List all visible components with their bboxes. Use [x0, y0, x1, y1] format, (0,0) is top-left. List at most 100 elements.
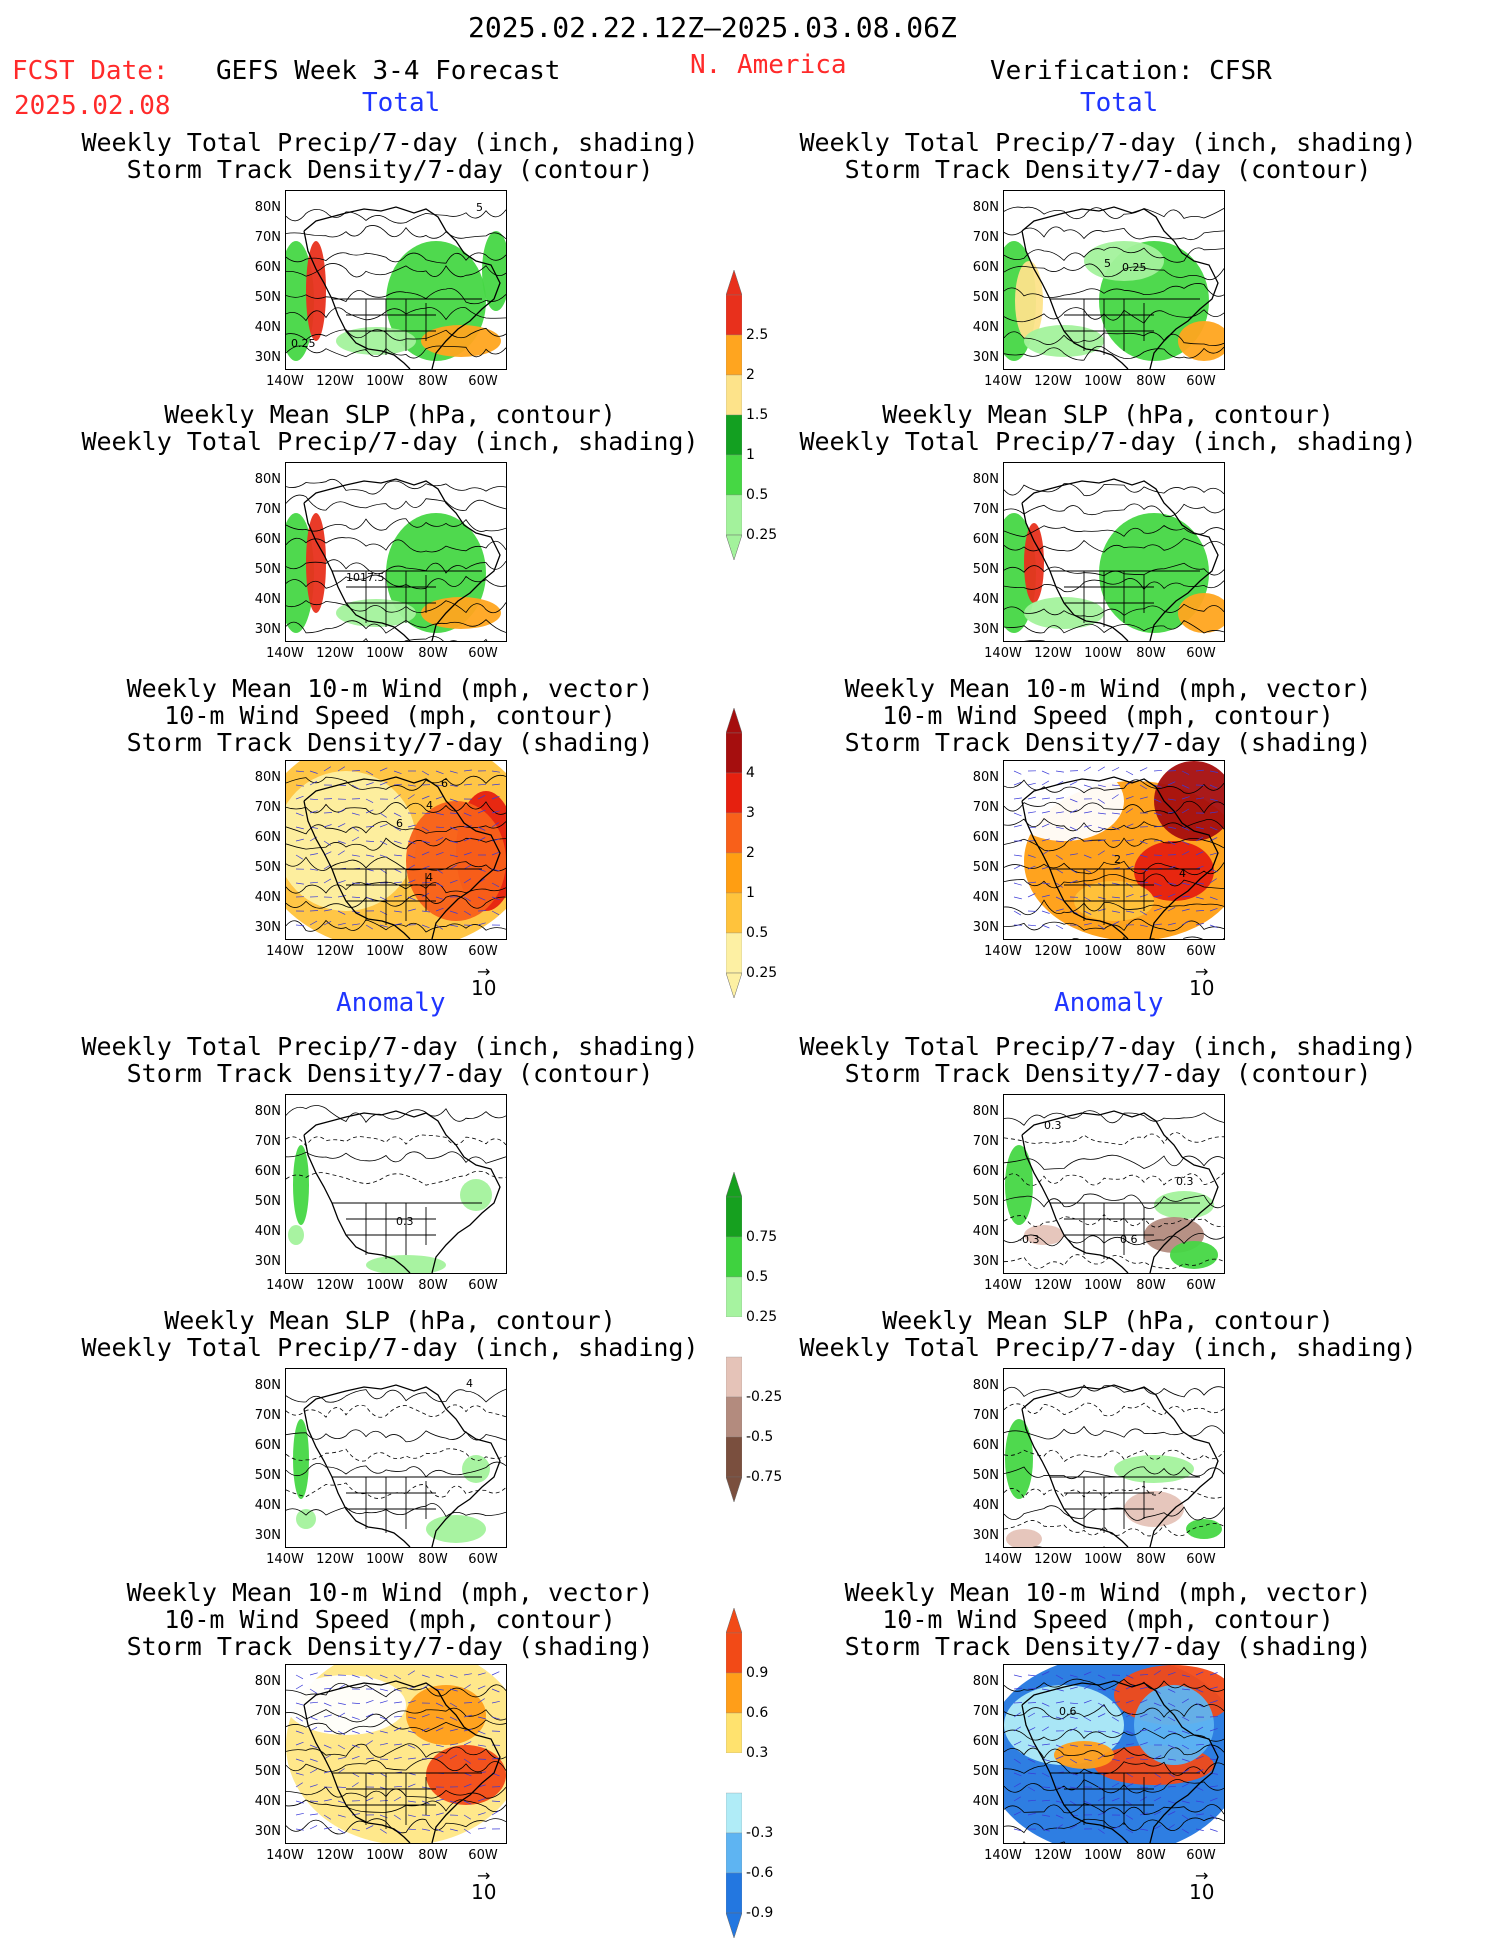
contour-label: 0.3 — [1176, 1175, 1194, 1188]
lat-tick-label: 30N — [969, 920, 999, 935]
lon-tick-label: 60W — [1181, 944, 1221, 959]
lat-tick-label: 70N — [251, 1704, 281, 1719]
contour-label: 4 — [1179, 867, 1186, 880]
lat-tick-label: 30N — [251, 622, 281, 637]
anom-slp-title-line: Weekly Mean SLP (hPa, contour) — [40, 1308, 740, 1333]
contour-label: 0.25 — [1122, 261, 1147, 274]
lon-tick-label: 120W — [315, 1552, 355, 1567]
anom-precip-title-line: Storm Track Density/7-day (contour) — [40, 1061, 740, 1086]
lat-tick-label: 80N — [251, 1378, 281, 1393]
lat-tick-label: 40N — [251, 592, 281, 607]
colorbar-tick-label: 0.3 — [746, 1745, 768, 1761]
lat-tick-label: 40N — [969, 592, 999, 607]
lat-tick-label: 80N — [969, 1104, 999, 1119]
lat-tick-label: 60N — [969, 1734, 999, 1749]
vector-reference-value: 10 — [471, 978, 496, 998]
colorbar-tick-label: 2 — [746, 367, 755, 383]
lon-tick-label: 140W — [983, 1278, 1023, 1293]
lon-tick-label: 80W — [413, 374, 453, 389]
colorbar-tick-label: 0.75 — [746, 1229, 777, 1245]
total-label-left: Total — [362, 90, 440, 116]
lon-tick-label: 140W — [265, 944, 305, 959]
lon-tick-label: 80W — [413, 646, 453, 661]
anom-precip-title-line: Weekly Total Precip/7-day (inch, shading… — [758, 1034, 1458, 1059]
lon-tick-label: 80W — [413, 1552, 453, 1567]
lat-tick-label: 60N — [969, 532, 999, 547]
lat-tick-label: 50N — [251, 290, 281, 305]
anom-wind-title-line: 10-m Wind Speed (mph, contour) — [40, 1607, 740, 1632]
anom-wind-title-line: Weekly Mean 10-m Wind (mph, vector) — [40, 1580, 740, 1605]
lon-tick-label: 80W — [1131, 1278, 1171, 1293]
lon-tick-label: 120W — [315, 646, 355, 661]
colorbar-tick-label: -0.5 — [746, 1429, 773, 1445]
colorbar-tick-label: 1.5 — [746, 407, 768, 423]
total-precip-title-line: Storm Track Density/7-day (contour) — [758, 157, 1458, 182]
lon-tick-label: 140W — [983, 944, 1023, 959]
colorbar-tick-label: 1 — [746, 885, 755, 901]
anom-precip-title-line: Weekly Total Precip/7-day (inch, shading… — [40, 1034, 740, 1059]
lon-tick-label: 120W — [1033, 1848, 1073, 1863]
lon-tick-label: 140W — [983, 1848, 1023, 1863]
lon-tick-label: 100W — [1083, 1848, 1123, 1863]
vector-reference: →10 — [1189, 966, 1214, 998]
total-label-right: Total — [1080, 90, 1158, 116]
lon-tick-label: 100W — [365, 1552, 405, 1567]
total-wind-title-line: Storm Track Density/7-day (shading) — [758, 730, 1458, 755]
lat-tick-label: 80N — [969, 200, 999, 215]
anom-wind-map-forecast — [285, 1664, 507, 1844]
anom-wind-map-verification: 0.6 — [1003, 1664, 1225, 1844]
lon-tick-label: 60W — [463, 1848, 503, 1863]
contour-label: 0.6 — [1120, 1233, 1138, 1246]
lat-tick-label: 80N — [969, 770, 999, 785]
lat-tick-label: 40N — [969, 1498, 999, 1513]
total-wind-title-line: Storm Track Density/7-day (shading) — [40, 730, 740, 755]
lat-tick-label: 40N — [969, 320, 999, 335]
anom-precip-title-line: Storm Track Density/7-day (contour) — [758, 1061, 1458, 1086]
lon-tick-label: 80W — [1131, 1848, 1171, 1863]
lon-tick-label: 120W — [315, 1278, 355, 1293]
lat-tick-label: 80N — [969, 1674, 999, 1689]
vector-reference: →10 — [471, 966, 496, 998]
colorbar-tick-label: -0.3 — [746, 1825, 773, 1841]
lon-tick-label: 140W — [265, 1278, 305, 1293]
lat-tick-label: 80N — [969, 1378, 999, 1393]
contour-label: 0.3 — [1044, 1119, 1062, 1132]
lat-tick-label: 70N — [969, 1704, 999, 1719]
lat-tick-label: 40N — [251, 1498, 281, 1513]
lat-tick-label: 60N — [251, 532, 281, 547]
lat-tick-label: 70N — [969, 230, 999, 245]
colorbar-tick-label: 2 — [746, 845, 755, 861]
contour-label: 0.6 — [1059, 1705, 1077, 1718]
anom-slp-title-line: Weekly Total Precip/7-day (inch, shading… — [40, 1335, 740, 1360]
lon-tick-label: 80W — [1131, 646, 1171, 661]
anom-wind-title-line: Storm Track Density/7-day (shading) — [40, 1634, 740, 1659]
lon-tick-label: 100W — [365, 646, 405, 661]
lon-tick-label: 100W — [1083, 1278, 1123, 1293]
lat-tick-label: 50N — [251, 860, 281, 875]
lon-tick-label: 100W — [365, 944, 405, 959]
forecast-title: GEFS Week 3-4 Forecast — [216, 58, 560, 84]
lat-tick-label: 30N — [969, 350, 999, 365]
contour-label: 4 — [466, 1377, 473, 1390]
lat-tick-label: 70N — [251, 800, 281, 815]
total-slp-title-line: Weekly Mean SLP (hPa, contour) — [758, 402, 1458, 427]
lat-tick-label: 30N — [969, 622, 999, 637]
lon-tick-label: 60W — [1181, 374, 1221, 389]
lon-tick-label: 140W — [983, 374, 1023, 389]
vector-reference-value: 10 — [1189, 1882, 1214, 1902]
lat-tick-label: 50N — [969, 1468, 999, 1483]
lat-tick-label: 60N — [251, 1164, 281, 1179]
lon-tick-label: 80W — [413, 1848, 453, 1863]
colorbar-tick-label: 0.5 — [746, 925, 768, 941]
lon-tick-label: 140W — [983, 1552, 1023, 1567]
lat-tick-label: 60N — [969, 1164, 999, 1179]
lat-tick-label: 80N — [251, 770, 281, 785]
colorbar-tick-label: 0.25 — [746, 527, 777, 543]
lat-tick-label: 50N — [969, 1194, 999, 1209]
lat-tick-label: 70N — [251, 230, 281, 245]
contour-label: 5 — [476, 201, 483, 214]
lat-tick-label: 30N — [251, 1824, 281, 1839]
lon-tick-label: 60W — [1181, 1848, 1221, 1863]
